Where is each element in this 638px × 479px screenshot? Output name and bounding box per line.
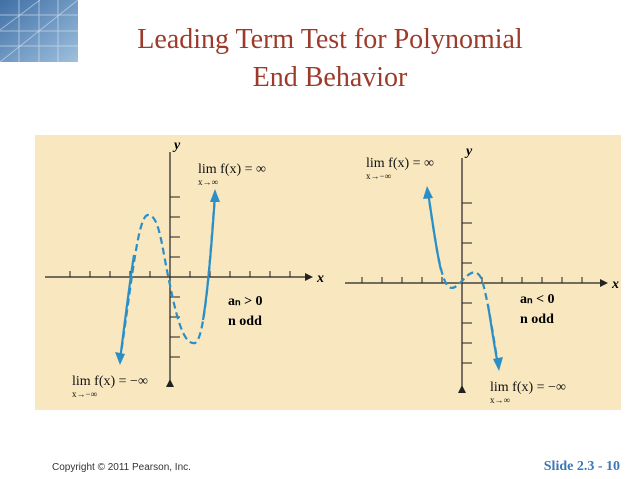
axis-label: y <box>464 144 473 159</box>
axis-label: x <box>611 277 619 292</box>
curve-arrow <box>493 357 503 371</box>
axis-arrow <box>458 385 466 393</box>
condition: n odd <box>520 312 554 327</box>
axis-arrow <box>166 379 174 387</box>
limit-subscript: x→∞ <box>490 395 510 405</box>
curve-arrow <box>115 352 125 365</box>
axis-arrow <box>600 279 608 287</box>
curve <box>201 194 217 321</box>
axis-label: x <box>316 271 324 286</box>
limit-subscript: x→−∞ <box>72 389 97 399</box>
figure-background <box>35 135 621 410</box>
limit-label: lim f(x) = −∞ <box>490 380 566 395</box>
condition: aₙ > 0 <box>228 294 263 309</box>
slide-number: Slide 2.3 - 10 <box>544 459 620 474</box>
title-line: Leading Term Test for Polynomial <box>137 24 523 55</box>
curve-dashed <box>118 194 217 361</box>
curve-arrow <box>210 189 220 202</box>
corner-decoration <box>0 0 79 63</box>
limit-label: lim f(x) = ∞ <box>198 162 266 177</box>
condition: aₙ < 0 <box>520 292 555 307</box>
axis-label: y <box>172 138 181 153</box>
limit-label: lim f(x) = −∞ <box>72 374 148 389</box>
curve-arrow <box>423 186 433 199</box>
limit-subscript: x→−∞ <box>366 171 391 181</box>
limit-label: lim f(x) = ∞ <box>366 156 434 171</box>
axis-arrow <box>305 273 313 281</box>
curve <box>426 191 443 271</box>
curve <box>118 254 136 361</box>
copyright: Copyright © 2011 Pearson, Inc. <box>52 462 191 473</box>
title-line: End Behavior <box>253 62 408 93</box>
condition: n odd <box>228 314 262 329</box>
limit-subscript: x→∞ <box>198 177 218 187</box>
